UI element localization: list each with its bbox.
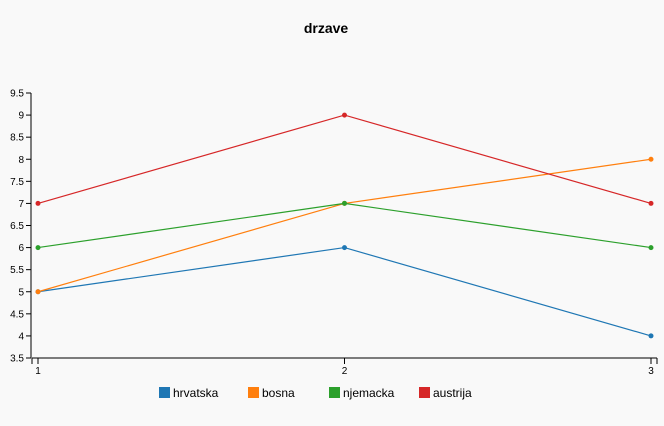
y-tick-label: 6: [18, 243, 24, 254]
series-line-njemacka: [37, 202, 652, 249]
data-point-austrija: [342, 112, 347, 118]
x-tick-label: 1: [35, 366, 41, 377]
y-tick-label: 7: [18, 199, 24, 210]
legend-swatch-njemacka: [329, 387, 340, 398]
legend-label-austrija: austrija: [433, 386, 472, 400]
data-point-bosna: [35, 289, 41, 295]
data-point-bosna: [648, 156, 654, 162]
chart-title: drzave: [303, 20, 349, 36]
series-line-hrvatska: [37, 246, 652, 337]
series-line-austrija: [37, 114, 652, 204]
legend-swatch-bosna: [248, 387, 259, 398]
y-tick-label: 9: [18, 111, 24, 122]
data-point-austrija: [35, 200, 41, 206]
data-point-hrvatska: [342, 245, 347, 251]
series-line-bosna: [37, 158, 652, 293]
y-tick-label: 9.5: [10, 89, 24, 100]
legend-label-njemacka: njemacka: [343, 386, 395, 400]
legend-label-bosna: bosna: [262, 386, 295, 400]
y-tick-label: 3.5: [10, 354, 24, 365]
data-point-njemacka: [35, 245, 41, 251]
data-point-njemacka: [342, 200, 347, 206]
data-point-austrija: [648, 200, 654, 206]
y-tick-label: 6.5: [10, 221, 24, 232]
x-tick-label: 3: [648, 366, 654, 377]
data-point-njemacka: [648, 245, 654, 251]
y-tick-label: 4: [18, 331, 24, 342]
legend-label-hrvatska: hrvatska: [173, 386, 219, 400]
y-tick-label: 8.5: [10, 133, 24, 144]
data-point-hrvatska: [648, 333, 654, 339]
y-tick-label: 5.5: [10, 265, 24, 276]
y-tick-label: 7.5: [10, 177, 24, 188]
legend-swatch-hrvatska: [159, 387, 170, 398]
y-tick-label: 4.5: [10, 309, 24, 320]
y-tick-label: 8: [18, 155, 24, 166]
legend-swatch-austrija: [419, 387, 430, 398]
y-tick-label: 5: [18, 287, 24, 298]
x-tick-label: 2: [342, 366, 348, 377]
